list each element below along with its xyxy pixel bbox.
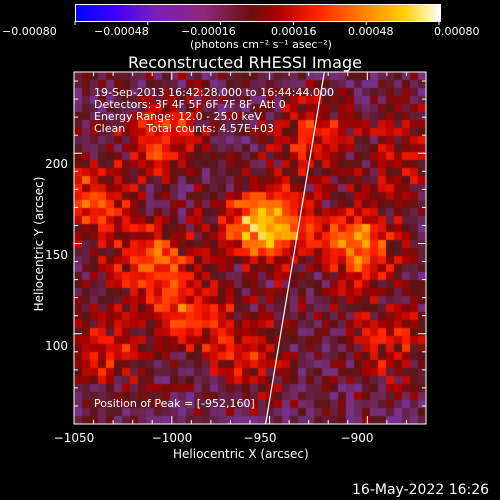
colorbar-tick-label: −0.00016 <box>181 25 236 38</box>
annotation-time: 19-Sep-2013 16:42:28.000 to 16:44:44.000 <box>94 86 334 99</box>
colorbar-units: (photons cm⁻² s⁻¹ asec⁻²) <box>190 38 332 51</box>
y-tick-label: 100 <box>45 339 68 353</box>
colorbar-tick-label: 0.00048 <box>348 25 394 38</box>
x-tick-label: −1000 <box>151 431 193 445</box>
x-tick-label: −900 <box>340 431 374 445</box>
annotation-energy: Energy Range: 12.0 - 25.0 keV <box>94 110 262 123</box>
y-tick-label: 150 <box>45 248 68 262</box>
colorbar-tick-label: 0.00080 <box>434 25 480 38</box>
x-axis-label: Heliocentric X (arcsec) <box>173 447 309 461</box>
colorbar-tick-label: 0.00016 <box>271 25 317 38</box>
peak-position-label: Position of Peak = [-952,160] <box>94 397 255 410</box>
x-tick-label: −950 <box>243 431 277 445</box>
chart-title: Reconstructed RHESSI Image <box>128 53 362 72</box>
colorbar <box>75 4 441 22</box>
heatmap-image <box>74 72 426 424</box>
solar-limb-line <box>265 71 325 425</box>
x-tick-label: −1050 <box>53 431 95 445</box>
y-tick-label: 200 <box>45 157 68 171</box>
annotation-detectors: Detectors: 3F 4F 5F 6F 7F 8F, Att 0 <box>94 98 286 111</box>
y-axis-label: Heliocentric Y (arcsec) <box>32 176 46 312</box>
colorbar-tick-label: −0.00048 <box>94 25 149 38</box>
footer-timestamp: 16-May-2022 16:26 <box>352 482 490 498</box>
colorbar-tick-label: −0.00080 <box>2 25 57 38</box>
annotation-clean: Clean Total counts: 4.57E+03 <box>94 122 275 135</box>
